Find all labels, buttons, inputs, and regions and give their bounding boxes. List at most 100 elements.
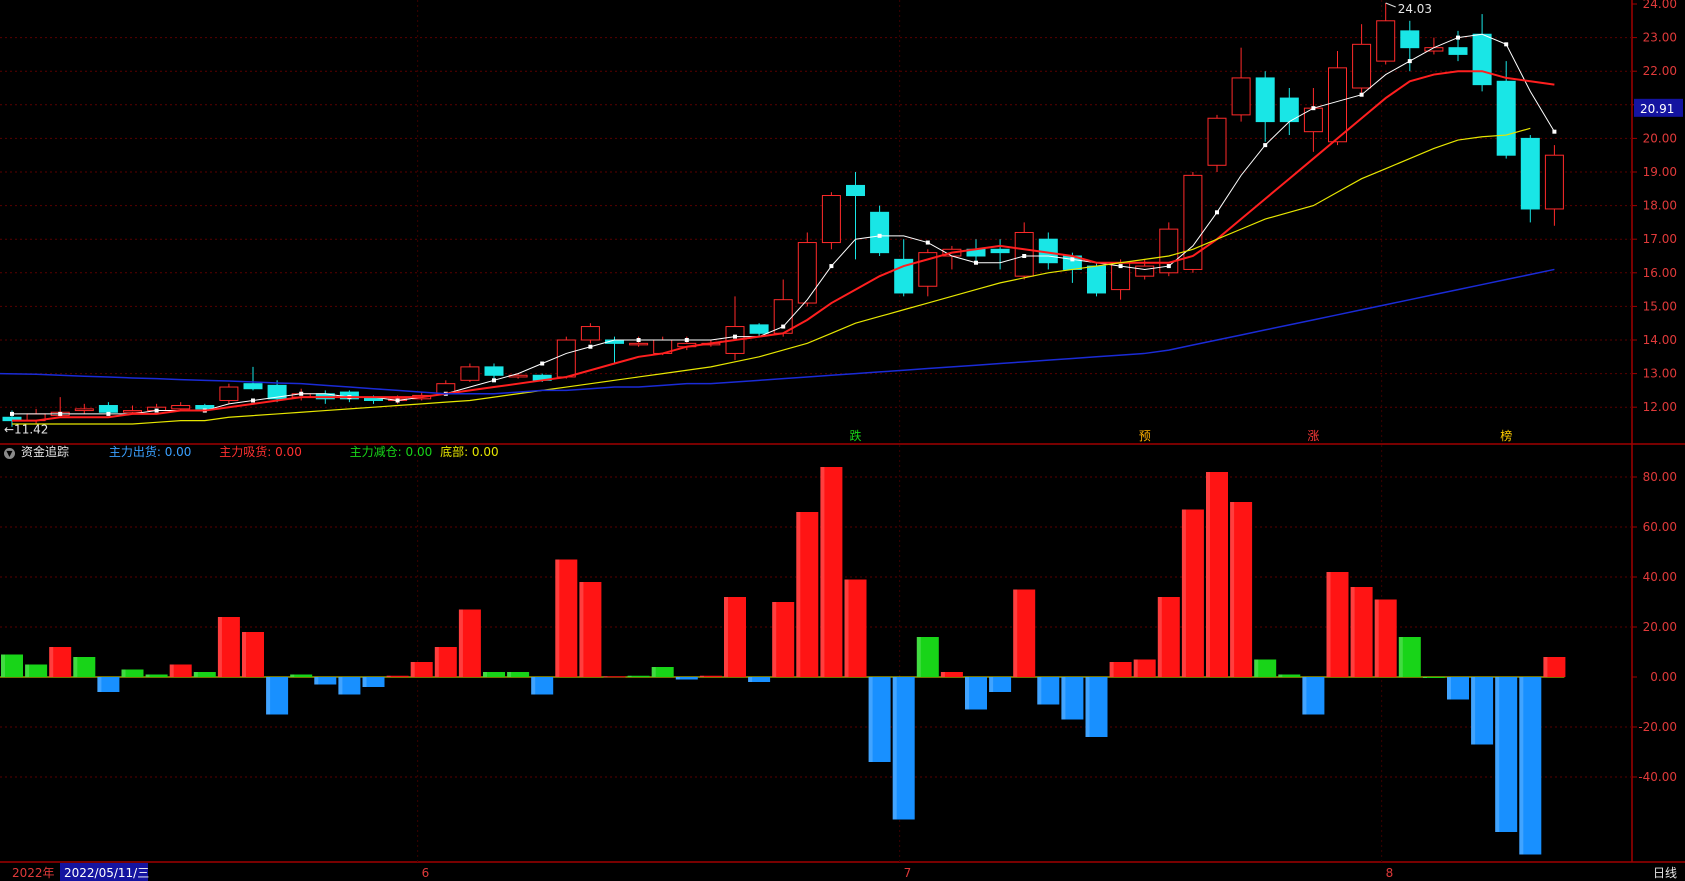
flow-tick-label: -40.00	[1638, 770, 1677, 784]
flow-bar-highlight	[603, 676, 608, 678]
price-tick-label: 20.00	[1643, 131, 1677, 145]
flow-bar	[724, 597, 746, 677]
flow-bar	[1350, 587, 1373, 677]
grid-lines	[0, 0, 1685, 863]
flow-bar-highlight	[724, 597, 728, 677]
ma5-marker	[10, 411, 14, 416]
flow-bar	[25, 664, 48, 677]
candle-body	[484, 366, 504, 376]
ma5-marker	[540, 361, 545, 366]
indicator-title[interactable]: 资金追踪	[21, 445, 70, 459]
candle-body	[1087, 265, 1106, 294]
flow-bar-highlight	[796, 512, 801, 677]
ma5-marker	[1263, 143, 1268, 148]
ma5-marker	[154, 408, 159, 413]
price-panel[interactable]	[2, 2, 1564, 427]
flow-bar-highlight	[675, 677, 680, 680]
flow-bar	[989, 677, 1012, 692]
ma5-marker	[1456, 35, 1460, 40]
ma5-marker	[1552, 129, 1557, 134]
flow-bar-highlight	[531, 677, 536, 695]
candle-body	[1231, 77, 1251, 116]
flow-bar-highlight	[1, 654, 5, 677]
candle-body	[1472, 33, 1492, 86]
flow-bar-highlight	[386, 675, 391, 677]
candle-body	[98, 405, 118, 413]
ma5-marker	[1070, 257, 1075, 262]
candle-body	[556, 339, 576, 378]
flow-bar	[410, 662, 433, 677]
flow-bar-highlight	[1037, 677, 1042, 705]
signal-marker: 涨	[1307, 428, 1319, 443]
flow-bar	[555, 559, 578, 677]
candle-body	[821, 195, 841, 244]
flow-bar	[940, 672, 963, 677]
flow-bar-highlight	[242, 632, 246, 677]
flow-bar	[868, 677, 891, 762]
flow-bar	[1374, 599, 1397, 677]
month-label: 8	[1386, 866, 1394, 880]
candle-body	[267, 384, 287, 400]
flow-bar-highlight	[1543, 657, 1548, 677]
bottom-value: 底部: 0.00	[440, 445, 499, 459]
flow-bar-highlight	[1422, 677, 1427, 678]
flow-tick-label: 20.00	[1643, 620, 1677, 634]
flow-bar	[1013, 589, 1036, 677]
max-pointer	[1385, 2, 1396, 8]
candle-body	[1255, 77, 1275, 123]
period-label: 日线	[1653, 866, 1677, 880]
flow-bar-highlight	[193, 672, 198, 677]
capital-flow-panel[interactable]	[0, 467, 1566, 855]
candle-body	[580, 326, 600, 341]
candle-body	[1544, 154, 1564, 210]
flow-bar	[1085, 677, 1108, 737]
ma5-marker	[251, 398, 255, 403]
flow-bar	[844, 579, 867, 677]
flow-bar	[916, 637, 939, 677]
candle-body	[74, 408, 94, 412]
flow-bar-highlight	[627, 675, 632, 677]
flow-bar-highlight	[1278, 674, 1283, 677]
flow-bar-highlight	[1230, 502, 1235, 677]
flow-bar	[651, 667, 674, 677]
axes: 24.0023.0022.0021.0020.0019.0018.0017.00…	[12, 0, 1677, 881]
flow-bar	[290, 674, 313, 677]
flow-bar-highlight	[266, 677, 271, 715]
flow-bar	[1326, 572, 1349, 677]
flow-bar-highlight	[1013, 589, 1018, 677]
ma5-marker	[1118, 264, 1123, 269]
flow-tick-label: 80.00	[1643, 470, 1677, 484]
ma5-marker	[781, 324, 786, 329]
flow-bar	[338, 677, 361, 695]
flow-bar	[627, 675, 650, 677]
ma5-marker	[1359, 92, 1364, 97]
candle-body	[1496, 80, 1516, 156]
flow-bar-highlight	[1061, 677, 1066, 720]
price-tick-label: 16.00	[1643, 266, 1677, 280]
flow-bar	[217, 617, 240, 677]
moving-averages	[0, 33, 1557, 425]
candle-body	[1207, 117, 1227, 166]
flow-bar-highlight	[1495, 677, 1500, 832]
flow-bar-highlight	[1326, 572, 1331, 677]
ma5-marker	[299, 391, 304, 396]
flow-bar	[1061, 677, 1084, 720]
flow-tick-label: 60.00	[1643, 520, 1677, 534]
flow-bar	[434, 647, 457, 677]
collapse-icon[interactable]: ▼	[4, 448, 15, 459]
candle-body	[1135, 265, 1155, 277]
flow-bar	[1519, 677, 1542, 855]
outflow-value: 主力出货: 0.00	[108, 445, 192, 459]
flow-bar	[1471, 677, 1494, 745]
flow-bar	[1157, 597, 1180, 677]
flow-bar	[193, 672, 216, 677]
flow-bar	[531, 677, 554, 695]
candle-body	[1376, 20, 1396, 62]
flow-bar	[362, 677, 385, 687]
candle-body	[990, 248, 1010, 254]
flow-bar-highlight	[892, 677, 897, 820]
flow-bar-highlight	[290, 674, 295, 677]
flow-bar-highlight	[1254, 659, 1259, 677]
ma5-marker	[1311, 106, 1316, 111]
